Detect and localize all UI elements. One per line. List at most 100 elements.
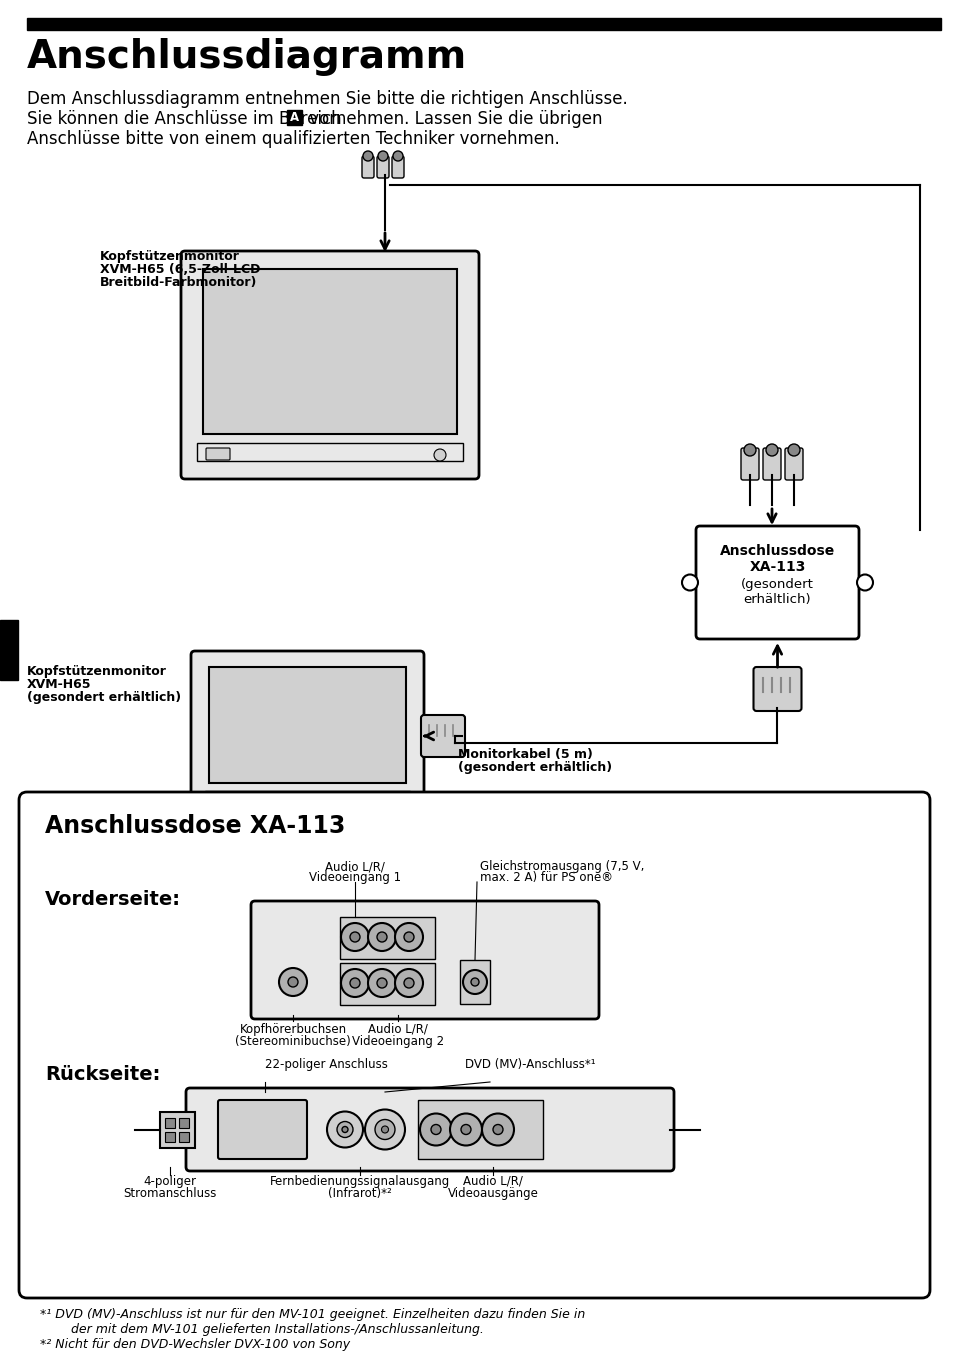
Bar bbox=[165, 1118, 174, 1128]
Circle shape bbox=[395, 923, 422, 950]
Circle shape bbox=[327, 1111, 363, 1148]
Circle shape bbox=[381, 1126, 388, 1133]
Circle shape bbox=[336, 1122, 353, 1137]
FancyBboxPatch shape bbox=[376, 155, 389, 178]
Circle shape bbox=[288, 977, 297, 987]
Text: *² Nicht für den DVD-Wechsler DVX-100 von Sony: *² Nicht für den DVD-Wechsler DVX-100 vo… bbox=[40, 1338, 350, 1351]
Circle shape bbox=[787, 443, 800, 456]
Text: Monitorkabel (5 m): Monitorkabel (5 m) bbox=[457, 748, 592, 761]
Text: Kopfhörerbuchsen: Kopfhörerbuchsen bbox=[239, 1023, 346, 1036]
Text: Audio L/R/: Audio L/R/ bbox=[462, 1175, 522, 1188]
Text: Audio L/R/: Audio L/R/ bbox=[368, 1023, 428, 1036]
Text: A: A bbox=[290, 111, 298, 124]
Circle shape bbox=[743, 443, 755, 456]
Circle shape bbox=[368, 923, 395, 950]
FancyBboxPatch shape bbox=[19, 792, 929, 1298]
FancyBboxPatch shape bbox=[784, 448, 802, 480]
Text: Anschlussdose XA-113: Anschlussdose XA-113 bbox=[45, 814, 345, 838]
FancyBboxPatch shape bbox=[753, 667, 801, 711]
Text: der mit dem MV-101 gelieferten Installations-/Anschlussanleitung.: der mit dem MV-101 gelieferten Installat… bbox=[55, 1324, 483, 1336]
Circle shape bbox=[365, 1110, 405, 1149]
Bar bbox=[179, 1118, 189, 1128]
Bar bbox=[165, 1132, 174, 1141]
Text: XA-113: XA-113 bbox=[748, 560, 805, 575]
Text: Kopfstützenmonitor: Kopfstützenmonitor bbox=[27, 665, 167, 677]
Circle shape bbox=[681, 575, 698, 591]
FancyBboxPatch shape bbox=[740, 448, 759, 480]
Circle shape bbox=[471, 977, 478, 986]
Bar bbox=[339, 963, 435, 1005]
Text: Anschlussdiagramm: Anschlussdiagramm bbox=[27, 38, 467, 76]
Text: (gesondert erhältlich): (gesondert erhältlich) bbox=[27, 691, 181, 704]
Text: Kopfstützenmonitor: Kopfstützenmonitor bbox=[100, 250, 239, 264]
Text: (gesondert: (gesondert bbox=[740, 579, 813, 591]
FancyBboxPatch shape bbox=[191, 652, 423, 821]
Bar bbox=[205, 791, 410, 806]
Text: Gleichstromausgang (7,5 V,: Gleichstromausgang (7,5 V, bbox=[479, 860, 643, 873]
Text: Audio L/R/: Audio L/R/ bbox=[325, 860, 384, 873]
Bar bbox=[160, 1111, 194, 1148]
Text: 4-poliger: 4-poliger bbox=[143, 1175, 196, 1188]
Circle shape bbox=[460, 1125, 471, 1134]
Bar bbox=[27, 18, 940, 30]
Text: (Infrarot)*²: (Infrarot)*² bbox=[328, 1187, 392, 1201]
Text: Anschlüsse bitte von einem qualifizierten Techniker vornehmen.: Anschlüsse bitte von einem qualifizierte… bbox=[27, 130, 559, 147]
Circle shape bbox=[350, 932, 359, 942]
Circle shape bbox=[340, 969, 369, 996]
Bar bbox=[339, 917, 435, 959]
Bar bbox=[209, 667, 406, 783]
Circle shape bbox=[431, 1125, 440, 1134]
Circle shape bbox=[403, 977, 414, 988]
Bar bbox=[196, 443, 462, 461]
Text: Dem Anschlussdiagramm entnehmen Sie bitte die richtigen Anschlüsse.: Dem Anschlussdiagramm entnehmen Sie bitt… bbox=[27, 91, 627, 108]
Text: erhältlich): erhältlich) bbox=[743, 594, 810, 606]
Text: 22-poliger Anschluss: 22-poliger Anschluss bbox=[265, 1059, 388, 1071]
Circle shape bbox=[856, 575, 872, 591]
Circle shape bbox=[363, 151, 373, 161]
Circle shape bbox=[376, 977, 387, 988]
Bar bbox=[203, 269, 456, 434]
Circle shape bbox=[340, 923, 369, 950]
Circle shape bbox=[368, 969, 395, 996]
Text: DVD (MV)-Anschluss*¹: DVD (MV)-Anschluss*¹ bbox=[464, 1059, 595, 1071]
FancyBboxPatch shape bbox=[696, 526, 858, 639]
Text: max. 2 A) für PS one®: max. 2 A) für PS one® bbox=[479, 871, 613, 884]
Text: vornehmen. Lassen Sie die übrigen: vornehmen. Lassen Sie die übrigen bbox=[304, 110, 602, 128]
Circle shape bbox=[387, 796, 396, 806]
Circle shape bbox=[462, 969, 486, 994]
Bar bbox=[459, 960, 490, 1005]
Circle shape bbox=[341, 1126, 348, 1133]
Text: Videoeingang 1: Videoeingang 1 bbox=[309, 871, 400, 884]
Circle shape bbox=[403, 932, 414, 942]
Text: Vorderseite:: Vorderseite: bbox=[45, 890, 181, 909]
FancyBboxPatch shape bbox=[212, 795, 232, 804]
Text: (gesondert erhältlich): (gesondert erhältlich) bbox=[457, 761, 612, 773]
Circle shape bbox=[434, 449, 446, 461]
Bar bbox=[287, 110, 302, 124]
Circle shape bbox=[377, 151, 388, 161]
Text: XVM-H65 (6,5-Zoll-LCD-: XVM-H65 (6,5-Zoll-LCD- bbox=[100, 264, 266, 276]
Circle shape bbox=[393, 151, 402, 161]
Text: Videoeingang 2: Videoeingang 2 bbox=[352, 1036, 443, 1048]
FancyBboxPatch shape bbox=[181, 251, 478, 479]
FancyBboxPatch shape bbox=[762, 448, 781, 480]
FancyBboxPatch shape bbox=[206, 448, 230, 460]
FancyBboxPatch shape bbox=[361, 155, 374, 178]
Text: Rückseite:: Rückseite: bbox=[45, 1065, 160, 1084]
Circle shape bbox=[395, 969, 422, 996]
FancyBboxPatch shape bbox=[218, 1101, 307, 1159]
Circle shape bbox=[450, 1114, 481, 1145]
Text: Stromanschluss: Stromanschluss bbox=[123, 1187, 216, 1201]
Circle shape bbox=[481, 1114, 514, 1145]
Text: (Stereominibuchse): (Stereominibuchse) bbox=[234, 1036, 351, 1048]
Text: Videoausgänge: Videoausgänge bbox=[447, 1187, 537, 1201]
Text: *¹ DVD (MV)-Anschluss ist nur für den MV-101 geeignet. Einzelheiten dazu finden : *¹ DVD (MV)-Anschluss ist nur für den MV… bbox=[40, 1307, 584, 1321]
FancyBboxPatch shape bbox=[186, 1088, 673, 1171]
Circle shape bbox=[376, 932, 387, 942]
Text: Anschlussdose: Anschlussdose bbox=[720, 544, 834, 558]
Circle shape bbox=[278, 968, 307, 996]
Bar bbox=[417, 1101, 542, 1159]
Circle shape bbox=[350, 977, 359, 988]
FancyBboxPatch shape bbox=[420, 715, 464, 757]
Bar bbox=[179, 1132, 189, 1141]
